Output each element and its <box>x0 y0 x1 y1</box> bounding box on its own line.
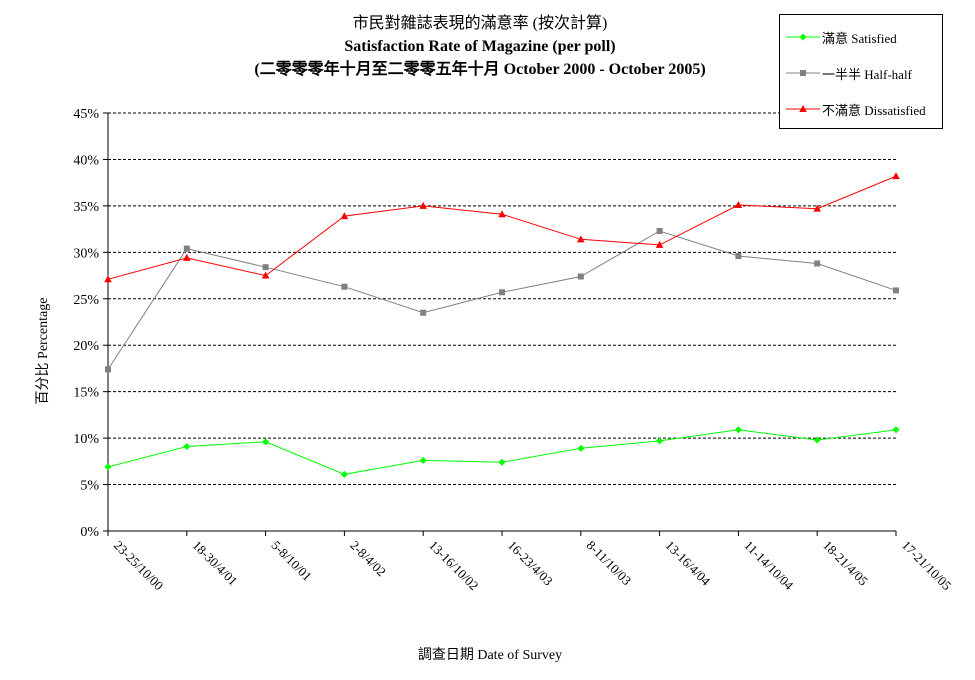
x-tick-label-10: 17-21/10/05 <box>899 538 955 594</box>
point-half-half-4 <box>420 309 427 316</box>
point-dissatisfied-7 <box>655 240 664 248</box>
x-axis-label: 調查日期 Date of Survey <box>417 648 563 663</box>
point-half-half-7 <box>656 227 663 234</box>
point-dissatisfied-10 <box>892 172 900 180</box>
x-tick-label-0: 23-25/10/00 <box>111 538 167 594</box>
x-tick-label-6: 8-11/10/03 <box>584 538 635 589</box>
y-tick-label-5: 25% <box>73 293 99 308</box>
point-satisfied-9 <box>813 436 821 444</box>
x-tick-label-7: 13-16/4/04 <box>662 538 713 589</box>
x-tick-label-3: 2-8/4/02 <box>347 538 389 580</box>
point-dissatisfied-4 <box>419 201 427 209</box>
point-dissatisfied-2 <box>261 271 270 279</box>
point-dissatisfied-3 <box>340 212 349 220</box>
chart-title-block: 市民對雜誌表現的滿意率 (按次計算) Satisfaction Rate of … <box>140 12 820 81</box>
point-half-half-9 <box>814 260 821 267</box>
y-tick-label-1: 5% <box>80 479 99 494</box>
y-tick-label-6: 30% <box>73 246 99 261</box>
point-satisfied-0 <box>104 463 112 471</box>
x-tick-label-2: 5-8/10/01 <box>268 538 314 584</box>
point-dissatisfied-6 <box>577 235 585 243</box>
point-satisfied-6 <box>577 444 585 452</box>
legend-swatch-half-half <box>786 70 820 76</box>
point-satisfied-7 <box>656 437 664 445</box>
point-half-half-6 <box>577 273 584 280</box>
x-tick-label-8: 11-14/10/04 <box>741 538 797 594</box>
legend-swatch-dissatisfied <box>786 105 820 112</box>
y-tick-label-8: 40% <box>73 153 99 168</box>
legend-label-half-half: 一半半 Half-half <box>822 67 912 82</box>
point-satisfied-4 <box>419 456 427 464</box>
legend-label-dissatisfied: 不滿意 Dissatisfied <box>822 103 926 118</box>
point-dissatisfied-1 <box>183 253 191 261</box>
legend-swatch-satisfied <box>786 33 820 41</box>
point-dissatisfied-0 <box>104 275 112 283</box>
point-satisfied-2 <box>262 438 270 446</box>
y-tick-label-7: 35% <box>73 200 99 215</box>
point-satisfied-10 <box>892 426 900 434</box>
y-axis-label: 百分比 Percentage <box>36 297 51 405</box>
x-tick-label-1: 18-30/4/01 <box>190 538 241 589</box>
chart-title-english: Satisfaction Rate of Magazine (per poll) <box>344 38 616 55</box>
y-axis-label-wrap: 百分比 Percentage <box>27 286 57 416</box>
point-half-half-8 <box>735 253 742 260</box>
point-half-half-0 <box>105 366 111 373</box>
chart-title-chinese: 市民對雜誌表現的滿意率 (按次計算) <box>352 15 608 32</box>
point-half-half-1 <box>183 245 190 252</box>
y-tick-label-2: 10% <box>73 432 99 447</box>
chart-subtitle: (二零零零年十月至二零零五年十月 October 2000 - October … <box>254 61 706 78</box>
point-half-half-10 <box>893 287 899 294</box>
point-half-half-5 <box>499 289 505 296</box>
y-tick-label-9: 45% <box>73 107 99 122</box>
point-half-half-2 <box>262 264 269 271</box>
y-tick-label-3: 15% <box>73 386 99 401</box>
point-satisfied-5 <box>498 458 506 466</box>
y-tick-label-0: 0% <box>80 525 99 540</box>
x-tick-label-9: 18-21/4/05 <box>820 538 871 589</box>
legend-item-satisfied: 滿意 Satisfied <box>780 25 942 49</box>
y-tick-label-4: 20% <box>73 339 99 354</box>
legend-label-satisfied: 滿意 Satisfied <box>822 31 897 46</box>
point-dissatisfied-9 <box>813 204 821 212</box>
point-half-half-3 <box>341 283 348 290</box>
series-line-dissatisfied <box>107 175 897 280</box>
point-dissatisfied-8 <box>734 200 743 208</box>
series-line-half-half <box>107 230 897 370</box>
legend: 滿意 Satisfied 一半半 Half-half 不滿意 Dissatisf… <box>779 14 943 129</box>
point-dissatisfied-5 <box>498 210 506 218</box>
legend-item-half-half: 一半半 Half-half <box>780 61 942 85</box>
x-tick-label-5: 16-23/4/03 <box>505 538 556 589</box>
x-tick-label-4: 13-16/10/02 <box>426 538 482 594</box>
legend-item-dissatisfied: 不滿意 Dissatisfied <box>780 97 942 121</box>
point-satisfied-3 <box>340 470 348 478</box>
point-satisfied-1 <box>183 442 191 450</box>
point-satisfied-8 <box>734 426 742 434</box>
series-line-satisfied <box>107 429 897 475</box>
